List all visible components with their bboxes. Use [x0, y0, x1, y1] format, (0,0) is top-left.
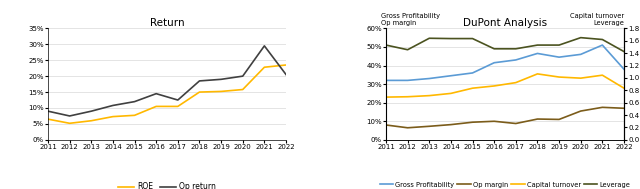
Op margin: [382, 124, 390, 126]
Line: Capital turnover: Capital turnover: [386, 74, 624, 97]
Text: Capital turnover
Leverage: Capital turnover Leverage: [570, 13, 624, 26]
Line: Op margin: Op margin: [386, 107, 624, 128]
Gross Profitability: [534, 52, 541, 55]
Op return: [66, 115, 74, 117]
Gross Profitability: [556, 56, 563, 58]
Gross Profitability: [577, 53, 584, 56]
Gross Profitability: [598, 44, 606, 46]
Capital turnover: [577, 77, 584, 79]
Line: Op return: Op return: [48, 46, 286, 116]
ROE: [260, 66, 268, 68]
Capital turnover: [404, 96, 412, 98]
Leverage: [598, 38, 606, 41]
Op return: [44, 110, 52, 112]
Leverage: [577, 36, 584, 39]
ROE: [282, 64, 290, 66]
Leverage: [620, 50, 628, 53]
Capital turnover: [512, 81, 520, 84]
Gross Profitability: [490, 62, 498, 64]
Op return: [260, 45, 268, 47]
Op margin: [577, 110, 584, 112]
ROE: [109, 115, 116, 118]
Op return: [88, 110, 95, 112]
Line: ROE: ROE: [48, 65, 286, 123]
Op return: [174, 99, 182, 101]
Title: Return: Return: [150, 18, 184, 28]
Op return: [131, 101, 138, 103]
Line: Gross Profitability: Gross Profitability: [386, 45, 624, 80]
Capital turnover: [620, 87, 628, 89]
ROE: [44, 118, 52, 120]
Op margin: [490, 120, 498, 122]
ROE: [66, 122, 74, 124]
Gross Profitability: [620, 68, 628, 70]
ROE: [239, 88, 246, 91]
ROE: [152, 105, 160, 108]
Op return: [282, 73, 290, 76]
Leverage: [512, 48, 520, 50]
ROE: [88, 120, 95, 122]
Leverage: [447, 37, 455, 40]
Op margin: [404, 127, 412, 129]
ROE: [174, 105, 182, 108]
Op return: [109, 104, 116, 107]
Op margin: [620, 107, 628, 109]
Leverage: [382, 44, 390, 46]
Title: DuPont Analysis: DuPont Analysis: [463, 18, 547, 28]
Leverage: [490, 48, 498, 50]
ROE: [217, 90, 225, 93]
Line: Leverage: Leverage: [386, 38, 624, 52]
Leverage: [404, 49, 412, 51]
Op margin: [556, 118, 563, 121]
Gross Profitability: [404, 79, 412, 81]
Op margin: [534, 118, 541, 120]
Gross Profitability: [382, 79, 390, 81]
Op return: [217, 78, 225, 81]
Capital turnover: [426, 94, 433, 97]
ROE: [196, 91, 204, 93]
Op margin: [512, 122, 520, 125]
Leverage: [468, 37, 476, 40]
ROE: [131, 114, 138, 116]
Capital turnover: [534, 73, 541, 75]
Capital turnover: [556, 76, 563, 78]
Op margin: [598, 106, 606, 108]
Gross Profitability: [468, 72, 476, 74]
Op margin: [468, 121, 476, 123]
Op margin: [426, 125, 433, 127]
Gross Profitability: [512, 59, 520, 61]
Op margin: [447, 123, 455, 126]
Leverage: [556, 44, 563, 46]
Gross Profitability: [426, 77, 433, 80]
Legend: Gross Profitability, Op margin, Capital turnover, Leverage: Gross Profitability, Op margin, Capital …: [377, 179, 633, 189]
Legend: ROE, Op return: ROE, Op return: [115, 179, 219, 189]
Gross Profitability: [447, 75, 455, 77]
Text: Gross Profitability
Op margin: Gross Profitability Op margin: [381, 13, 440, 26]
Op return: [196, 80, 204, 82]
Leverage: [426, 37, 433, 39]
Capital turnover: [447, 92, 455, 94]
Op return: [152, 93, 160, 95]
Capital turnover: [490, 85, 498, 87]
Capital turnover: [382, 96, 390, 98]
Leverage: [534, 44, 541, 46]
Capital turnover: [468, 87, 476, 89]
Op return: [239, 75, 246, 77]
Capital turnover: [598, 74, 606, 76]
